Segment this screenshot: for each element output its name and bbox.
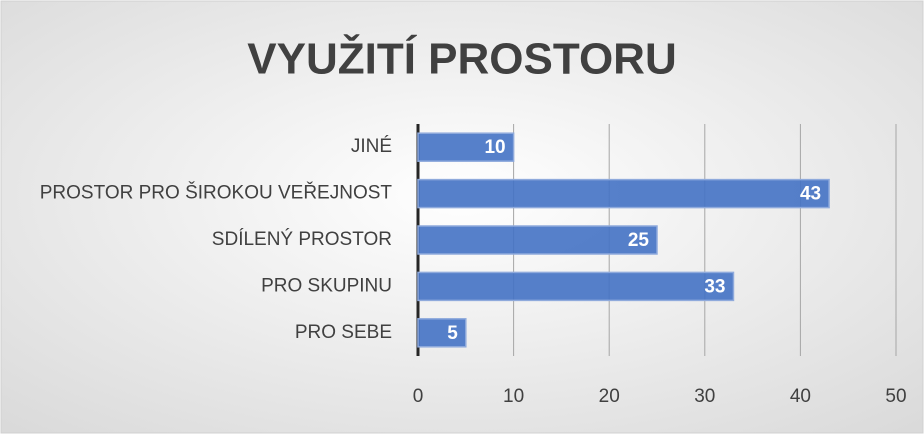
y-tick-label: PRO SKUPINU: [261, 275, 392, 296]
x-tick-label: 40: [790, 386, 811, 407]
x-tick-label: 50: [885, 386, 906, 407]
data-label: 25: [628, 230, 650, 251]
y-tick-label: PRO SEBE: [295, 322, 392, 343]
chart-title: VYUŽITÍ PROSTORU: [247, 34, 676, 84]
x-tick-label: 0: [413, 386, 424, 407]
data-label: 10: [484, 137, 505, 158]
bar: [417, 178, 830, 209]
x-tick-label: 10: [503, 386, 524, 407]
x-tick-label: 20: [599, 386, 620, 407]
y-tick-label: JINÉ: [351, 136, 392, 157]
data-label: 43: [800, 184, 821, 205]
data-label: 33: [704, 276, 725, 297]
y-tick-label: PROSTOR PRO ŠIROKOU VEŘEJNOST: [40, 182, 393, 204]
bar: [417, 132, 515, 162]
bar: [417, 225, 658, 255]
y-tick-label: SDÍLENÝ PROSTOR: [212, 229, 392, 250]
bar: [417, 271, 735, 302]
data-label: 5: [447, 323, 458, 344]
x-tick-label: 30: [694, 386, 715, 407]
bar: [417, 318, 467, 348]
